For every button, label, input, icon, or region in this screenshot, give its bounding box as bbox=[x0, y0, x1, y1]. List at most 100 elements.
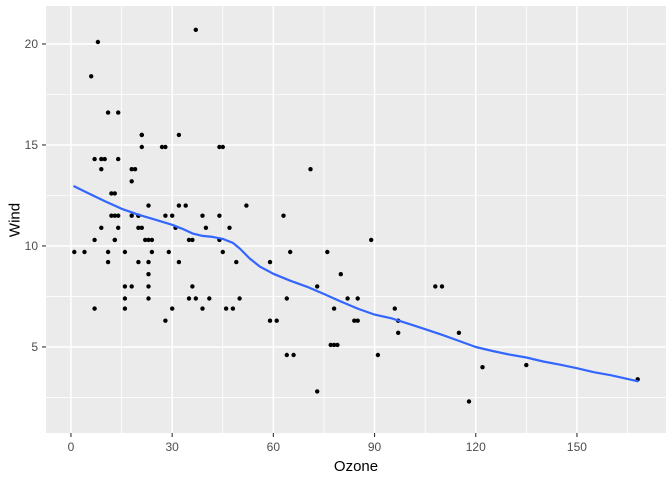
data-point bbox=[139, 132, 144, 138]
data-point bbox=[176, 203, 182, 208]
data-point bbox=[129, 284, 134, 289]
data-point bbox=[439, 284, 445, 289]
data-point bbox=[129, 167, 134, 172]
data-point bbox=[375, 352, 381, 358]
x-tick-label: 90 bbox=[368, 440, 382, 454]
data-point bbox=[291, 352, 296, 358]
data-point bbox=[176, 259, 182, 265]
data-point bbox=[396, 330, 401, 335]
data-point bbox=[146, 237, 151, 243]
data-point bbox=[217, 144, 222, 150]
data-point bbox=[267, 318, 273, 323]
y-tick-label: 15 bbox=[25, 138, 39, 152]
data-point bbox=[223, 306, 229, 311]
data-point bbox=[122, 296, 128, 301]
data-point bbox=[176, 132, 182, 138]
data-point bbox=[267, 259, 273, 265]
data-point bbox=[331, 306, 337, 311]
data-point bbox=[338, 272, 343, 277]
data-point bbox=[190, 237, 195, 243]
data-point bbox=[146, 203, 151, 208]
data-point bbox=[284, 296, 289, 301]
data-point bbox=[163, 213, 168, 218]
data-point bbox=[335, 342, 340, 348]
data-point bbox=[82, 249, 87, 255]
data-point bbox=[328, 342, 333, 348]
data-point bbox=[325, 249, 330, 255]
smooth-line bbox=[73, 185, 639, 383]
data-point bbox=[149, 249, 155, 255]
x-tick-label: 0 bbox=[68, 440, 75, 454]
data-point bbox=[237, 296, 242, 301]
data-point bbox=[315, 389, 320, 394]
data-point bbox=[139, 225, 144, 230]
data-point bbox=[163, 144, 168, 150]
data-point bbox=[315, 284, 320, 289]
data-point bbox=[170, 213, 175, 218]
data-point bbox=[112, 237, 118, 243]
data-point bbox=[230, 306, 236, 311]
data-point bbox=[99, 167, 104, 172]
data-point bbox=[227, 225, 232, 230]
x-tick-label: 60 bbox=[267, 440, 281, 454]
data-point bbox=[116, 213, 121, 218]
data-point bbox=[207, 296, 212, 301]
y-tick-label: 20 bbox=[25, 37, 39, 51]
data-point bbox=[132, 167, 138, 172]
data-point bbox=[99, 225, 104, 230]
data-point bbox=[220, 144, 225, 150]
data-point bbox=[166, 249, 171, 255]
data-point bbox=[146, 296, 151, 301]
data-point bbox=[186, 237, 192, 243]
data-point bbox=[355, 296, 360, 301]
data-point bbox=[331, 342, 337, 348]
data-point bbox=[105, 259, 111, 265]
data-point bbox=[116, 225, 121, 230]
x-tick-label: 120 bbox=[466, 440, 486, 454]
data-point bbox=[146, 284, 151, 289]
data-point bbox=[105, 249, 111, 255]
data-point bbox=[186, 296, 192, 301]
data-point bbox=[244, 203, 249, 208]
data-point bbox=[193, 27, 198, 32]
data-point bbox=[95, 39, 101, 45]
data-point bbox=[159, 144, 165, 150]
data-point bbox=[102, 156, 107, 162]
data-point bbox=[163, 318, 168, 323]
data-point bbox=[220, 249, 225, 255]
data-point bbox=[122, 249, 128, 255]
data-point bbox=[136, 259, 141, 265]
data-point bbox=[89, 74, 94, 79]
data-point bbox=[308, 167, 313, 172]
data-point bbox=[480, 365, 485, 370]
data-point bbox=[122, 306, 128, 311]
data-point bbox=[345, 296, 350, 301]
data-point bbox=[288, 249, 293, 255]
data-point bbox=[112, 191, 118, 196]
x-tick-label: 30 bbox=[165, 440, 179, 454]
data-point bbox=[193, 296, 198, 301]
data-point bbox=[281, 213, 286, 218]
data-point bbox=[139, 144, 144, 150]
data-point bbox=[355, 318, 360, 323]
y-axis-title: Wind bbox=[6, 202, 24, 238]
data-point bbox=[112, 213, 118, 218]
data-point bbox=[170, 306, 175, 311]
data-point bbox=[92, 306, 97, 311]
data-point bbox=[284, 352, 289, 358]
data-point bbox=[466, 399, 472, 404]
data-point bbox=[129, 213, 134, 218]
data-point bbox=[392, 306, 397, 311]
data-point bbox=[122, 284, 128, 289]
data-point bbox=[116, 156, 121, 162]
data-point bbox=[456, 330, 462, 335]
data-point bbox=[72, 249, 77, 255]
y-tick-label: 10 bbox=[25, 239, 39, 253]
y-tick-label: 5 bbox=[31, 340, 38, 354]
plot-panel bbox=[46, 6, 666, 433]
data-point bbox=[190, 284, 195, 289]
data-point bbox=[369, 237, 374, 243]
x-axis-title: Ozone bbox=[333, 458, 379, 475]
